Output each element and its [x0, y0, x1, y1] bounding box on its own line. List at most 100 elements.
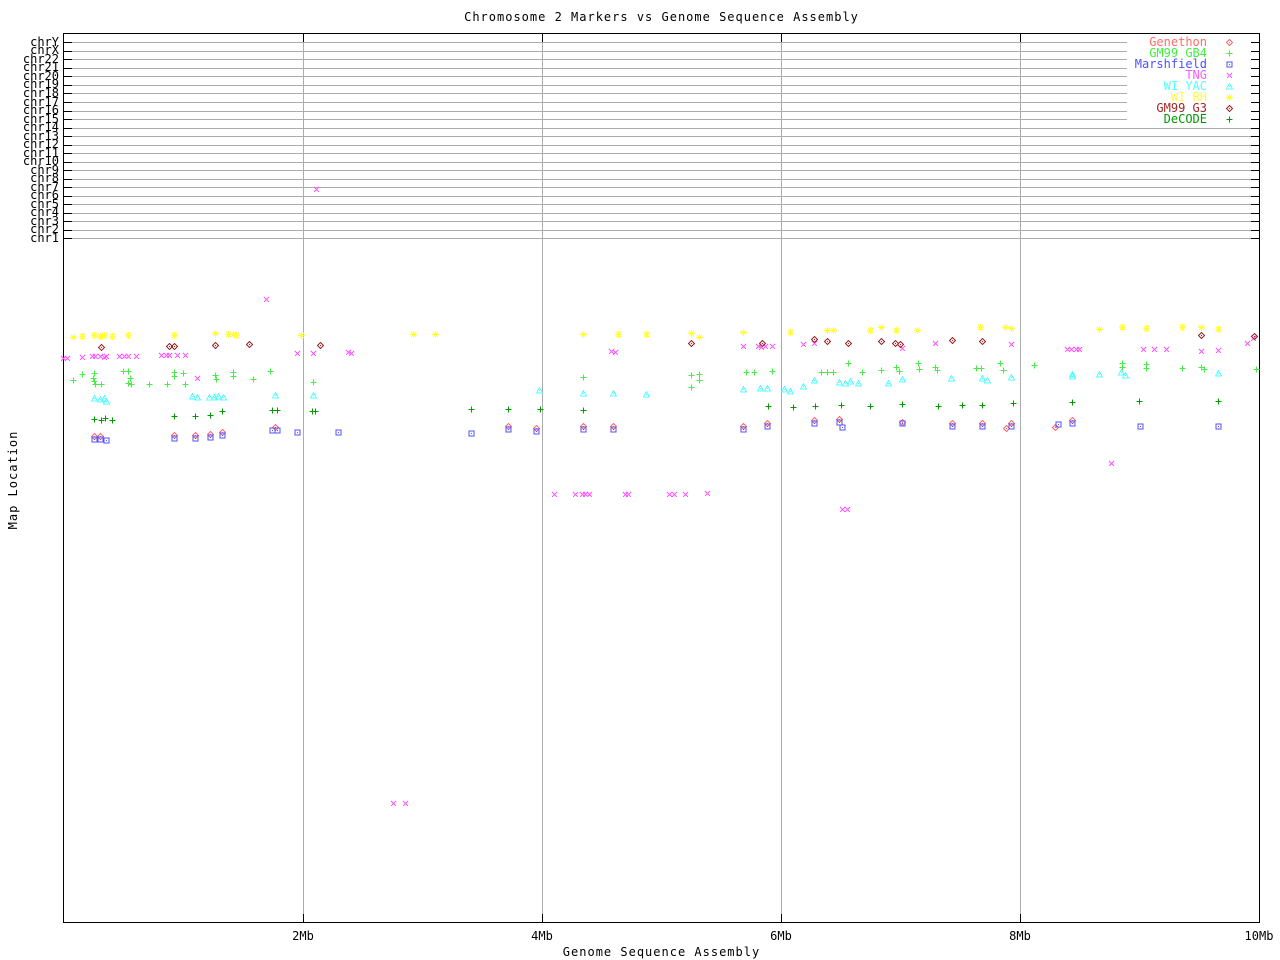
- data-point-marker: [1008, 341, 1015, 348]
- y-tick-mark-left: [64, 59, 72, 60]
- x-gridline: [542, 34, 543, 922]
- x-gridline: [781, 34, 782, 922]
- data-point-marker: [757, 385, 764, 392]
- data-point-marker: [164, 381, 171, 388]
- data-point-marker: [101, 395, 108, 402]
- data-point-marker: [125, 353, 132, 360]
- data-point-marker: [158, 352, 165, 359]
- chromosome-tick-label: chr9: [30, 163, 59, 177]
- data-point-marker: [1215, 326, 1222, 333]
- data-point-marker: [878, 324, 885, 331]
- chart-title: Chromosome 2 Markers vs Genome Sequence …: [464, 10, 859, 24]
- data-point-marker: [116, 353, 123, 360]
- data-point-marker: [64, 355, 71, 362]
- data-point-marker: [125, 332, 132, 339]
- chromosome-gridline: [64, 42, 1259, 43]
- chromosome-gridline: [64, 85, 1259, 86]
- x-axis-tick-label: 8Mb: [1009, 929, 1031, 943]
- data-point-marker: [978, 365, 985, 372]
- data-point-marker: [979, 423, 986, 430]
- data-point-marker: [824, 338, 831, 345]
- chromosome-gridline: [64, 93, 1259, 94]
- legend-marker: [1207, 39, 1251, 46]
- y-tick-mark-left: [64, 153, 72, 154]
- x-gridline: [1020, 34, 1021, 922]
- data-point-marker: [615, 331, 622, 338]
- chromosome-gridline: [64, 238, 1259, 239]
- y-tick-mark-left: [64, 102, 72, 103]
- data-point-marker: [580, 374, 587, 381]
- data-point-marker: [1198, 324, 1205, 331]
- data-point-marker: [1179, 365, 1186, 372]
- y-tick-mark-left: [64, 85, 72, 86]
- data-point-marker: [580, 426, 587, 433]
- data-point-marker: [984, 377, 991, 384]
- y-tick-mark-right: [1251, 145, 1259, 146]
- chromosome-gridline: [64, 102, 1259, 103]
- data-point-marker: [1069, 399, 1076, 406]
- data-point-marker: [610, 426, 617, 433]
- data-point-marker: [146, 381, 153, 388]
- data-point-marker: [182, 381, 189, 388]
- data-point-marker: [505, 426, 512, 433]
- chromosome-gridline: [64, 230, 1259, 231]
- legend-row: WI YAC: [1135, 80, 1251, 92]
- chromosome-tick-label: chr8: [30, 171, 59, 185]
- chromosome-gridline: [64, 119, 1259, 120]
- data-point-marker: [1143, 325, 1150, 332]
- x-axis-title: Genome Sequence Assembly: [562, 945, 761, 959]
- data-point-marker: [192, 435, 199, 442]
- data-point-marker: [109, 417, 116, 424]
- chromosome-gridline: [64, 136, 1259, 137]
- data-point-marker: [867, 327, 874, 334]
- y-tick-mark-right: [1251, 179, 1259, 180]
- y-tick-mark-right: [1251, 42, 1259, 43]
- y-tick-mark-left: [64, 170, 72, 171]
- y-tick-mark-left: [64, 179, 72, 180]
- y-tick-mark-right: [1251, 230, 1259, 231]
- legend-row: Genethon: [1135, 36, 1251, 48]
- data-point-marker: [688, 330, 695, 337]
- data-point-marker: [1096, 371, 1103, 378]
- data-point-marker: [79, 354, 86, 361]
- x-tick-mark-bottom: [303, 914, 304, 922]
- data-point-marker: [1137, 423, 1144, 430]
- data-point-marker: [787, 388, 794, 395]
- y-tick-mark-right: [1251, 76, 1259, 77]
- data-point-marker: [1143, 365, 1150, 372]
- data-point-marker: [1002, 324, 1009, 331]
- data-point-marker: [899, 420, 906, 427]
- data-point-marker: [1136, 398, 1143, 405]
- legend-label: TNG: [1185, 68, 1207, 82]
- data-point-marker: [643, 391, 650, 398]
- data-point-marker: [1055, 421, 1062, 428]
- data-point-marker: [1069, 373, 1076, 380]
- data-point-marker: [839, 424, 846, 431]
- data-point-marker: [1000, 367, 1007, 374]
- data-point-marker: [1140, 346, 1147, 353]
- data-point-marker: [1198, 332, 1205, 339]
- data-point-marker: [855, 380, 862, 387]
- y-tick-mark-left: [64, 196, 72, 197]
- data-point-marker: [1008, 374, 1015, 381]
- data-point-marker: [688, 372, 695, 379]
- data-point-marker: [97, 436, 104, 443]
- x-axis-tick-label: 6Mb: [770, 929, 792, 943]
- data-point-marker: [824, 327, 831, 334]
- data-point-marker: [219, 432, 226, 439]
- legend: Genethon GM99 GB4 Marshfield TNG WI YAC WI RH…: [1126, 36, 1251, 127]
- x-axis-tick-label: 10Mb: [1244, 929, 1274, 943]
- data-point-marker: [979, 402, 986, 409]
- data-point-marker: [751, 369, 758, 376]
- y-tick-mark-right: [1251, 153, 1259, 154]
- data-point-marker: [979, 338, 986, 345]
- data-point-marker: [800, 341, 807, 348]
- y-tick-mark-left: [64, 204, 72, 205]
- data-point-marker: [207, 434, 214, 441]
- chromosome-tick-label: chr2: [30, 222, 59, 236]
- data-point-marker: [133, 353, 140, 360]
- chromosome-gridline: [64, 221, 1259, 222]
- chromosome-gridline: [64, 196, 1259, 197]
- legend-label: Marshfield: [1134, 57, 1207, 71]
